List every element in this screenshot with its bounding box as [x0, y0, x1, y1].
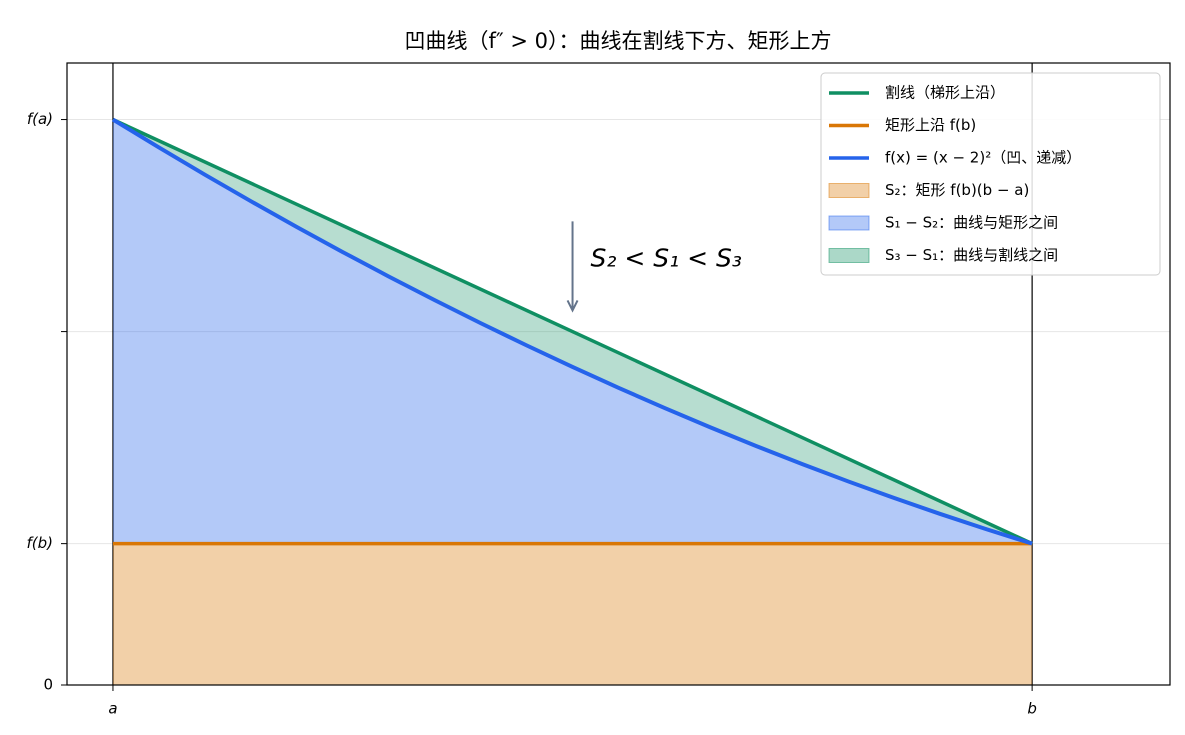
legend-label: 割线（梯形上沿） — [885, 84, 1005, 102]
legend-label: S₁ − S₂：曲线与矩形之间 — [885, 214, 1058, 232]
legend-label: S₂：矩形 f(b)(b − a) — [885, 181, 1029, 199]
y-tick-label: 0 — [43, 676, 53, 694]
x-tick-label: a — [108, 700, 117, 718]
legend-label: S₃ − S₁：曲线与割线之间 — [885, 246, 1058, 264]
legend-patch — [828, 248, 870, 263]
area-s2 — [112, 543, 1033, 685]
series-line — [112, 117, 1033, 546]
series-line — [111, 117, 1033, 546]
y-tick-label: f(b) — [26, 534, 53, 552]
y-tick-label: f(a) — [27, 110, 53, 128]
annotation-text: S₂ < S₁ < S₃ — [591, 243, 742, 272]
legend-box — [820, 72, 1161, 276]
legend-patch — [828, 215, 870, 231]
chart-title: 凹曲线（f″ > 0）：曲线在割线下方、矩形上方 — [404, 29, 831, 53]
area-s1-s2 — [112, 119, 1033, 544]
legend-patch — [828, 183, 870, 198]
legend-label: f(x) = (x − 2)²（凹、递减） — [885, 149, 1081, 167]
annotation-arrowhead — [566, 299, 579, 313]
legend-label: 矩形上沿 f(b) — [885, 116, 976, 134]
plot-frame — [66, 62, 1171, 686]
x-tick-label: b — [1027, 700, 1037, 718]
